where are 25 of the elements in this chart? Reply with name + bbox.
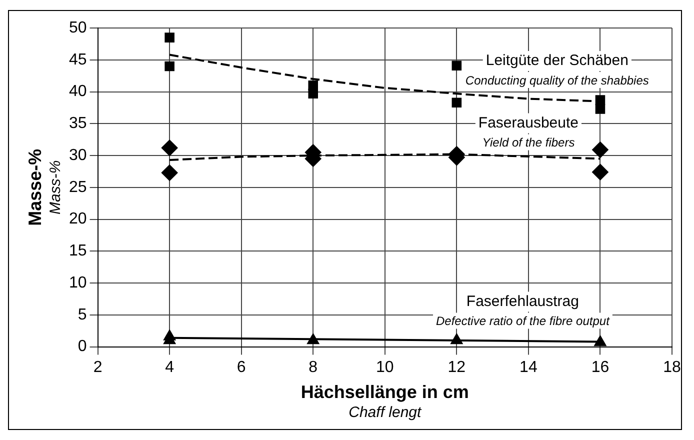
y-tick-label: 20 <box>69 210 87 228</box>
x-tick-label: 14 <box>520 358 538 376</box>
x-tick-label: 10 <box>376 358 394 376</box>
y-tick-label: 15 <box>69 242 87 260</box>
y-tick-label: 5 <box>78 306 87 324</box>
x-tick-label: 8 <box>308 358 318 376</box>
annotation: Leitgüte der Schäben Conducting quality of the shabbies <box>465 52 649 88</box>
y-tick-label: 40 <box>69 83 87 100</box>
x-tick-label: 6 <box>236 358 246 376</box>
x-tick-label: 2 <box>93 358 102 376</box>
y-tick-label: 30 <box>69 146 87 164</box>
y-tick-label: 25 <box>69 178 87 196</box>
y-tick-label: 45 <box>69 51 87 68</box>
x-axis-title: Hächsellänge in cm Chaff lengt <box>300 382 469 421</box>
x-tick-label: 16 <box>591 358 610 376</box>
x-tick-label: 18 <box>663 358 681 376</box>
y-tick-label: 50 <box>69 19 87 36</box>
x-tick-label: 12 <box>448 358 466 376</box>
annotation: Faserausbeute Yield of the fibers <box>478 114 578 150</box>
y-axis-title: Masse-% Mass-% <box>24 148 64 226</box>
annotation: Faserfehlaustrag Defective ratio of the fibre output <box>436 292 610 328</box>
y-tick-label: 10 <box>69 274 87 292</box>
y-tick-label: 35 <box>69 115 87 132</box>
x-tick-label: 4 <box>165 358 174 376</box>
y-tick-label: 0 <box>78 338 87 356</box>
